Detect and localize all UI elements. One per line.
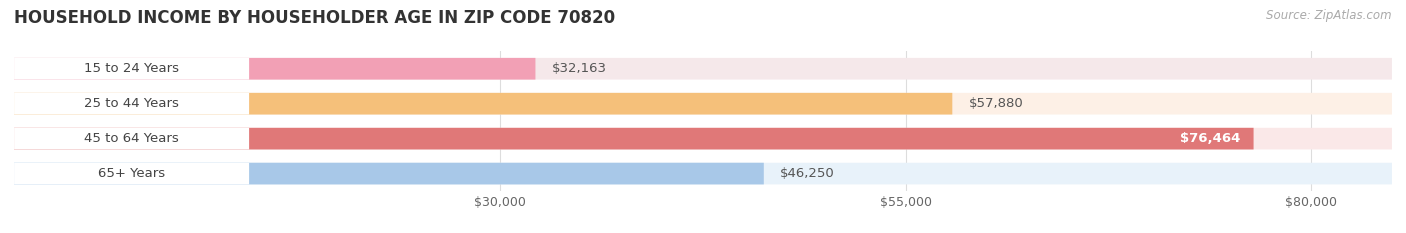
FancyBboxPatch shape xyxy=(14,93,249,115)
Text: 15 to 24 Years: 15 to 24 Years xyxy=(84,62,179,75)
FancyBboxPatch shape xyxy=(14,163,249,185)
FancyBboxPatch shape xyxy=(14,128,1392,150)
FancyBboxPatch shape xyxy=(14,128,249,150)
FancyBboxPatch shape xyxy=(14,163,1392,185)
FancyBboxPatch shape xyxy=(14,58,249,80)
Text: $76,464: $76,464 xyxy=(1180,132,1240,145)
Text: Source: ZipAtlas.com: Source: ZipAtlas.com xyxy=(1267,9,1392,22)
FancyBboxPatch shape xyxy=(14,58,1392,80)
FancyBboxPatch shape xyxy=(14,93,952,115)
Text: HOUSEHOLD INCOME BY HOUSEHOLDER AGE IN ZIP CODE 70820: HOUSEHOLD INCOME BY HOUSEHOLDER AGE IN Z… xyxy=(14,9,616,27)
Text: 45 to 64 Years: 45 to 64 Years xyxy=(84,132,179,145)
Text: 25 to 44 Years: 25 to 44 Years xyxy=(84,97,179,110)
FancyBboxPatch shape xyxy=(14,93,1392,115)
Text: $57,880: $57,880 xyxy=(969,97,1024,110)
Text: $32,163: $32,163 xyxy=(551,62,606,75)
Text: 65+ Years: 65+ Years xyxy=(98,167,165,180)
FancyBboxPatch shape xyxy=(14,163,763,185)
Text: $46,250: $46,250 xyxy=(780,167,835,180)
FancyBboxPatch shape xyxy=(14,128,1254,150)
FancyBboxPatch shape xyxy=(14,58,536,80)
